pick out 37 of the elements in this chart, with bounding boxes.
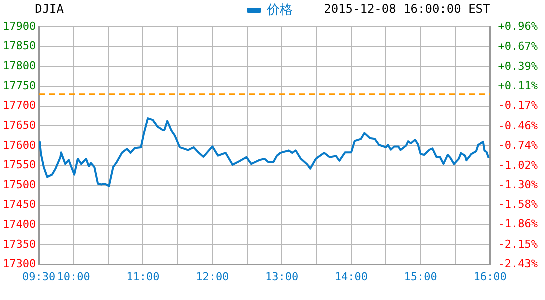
x-tick-label: 12:00 bbox=[196, 270, 230, 284]
y-tick-label: 17400 bbox=[2, 218, 36, 232]
x-tick-label: 10:00 bbox=[57, 270, 90, 284]
y-tick-label: 17350 bbox=[2, 238, 36, 251]
y2-tick-label: -0.46% bbox=[498, 119, 538, 132]
x-tick-label: 11:00 bbox=[126, 270, 160, 284]
y-tick-label: 17700 bbox=[2, 99, 36, 112]
y-tick-label: 17750 bbox=[2, 79, 36, 92]
y-tick-label: 17800 bbox=[2, 59, 36, 72]
y2-tick-label: +0.11% bbox=[498, 79, 538, 92]
y-tick-label: 17300 bbox=[2, 258, 36, 271]
x-tick-label: 09:30 bbox=[22, 270, 56, 284]
chart-subtitle: 2015-12-08 16:00:00 EST bbox=[324, 2, 490, 16]
y2-tick-label: -1.02% bbox=[498, 158, 538, 172]
y2-tick-label: -2.15% bbox=[498, 238, 538, 252]
x-tick-label: 16:00 bbox=[474, 270, 507, 284]
y-tick-label: 17600 bbox=[2, 138, 36, 152]
y-tick-label: 17900 bbox=[2, 20, 36, 33]
y-tick-label: 17500 bbox=[2, 178, 36, 192]
x-tick-label: 14:00 bbox=[334, 270, 368, 284]
chart-title: DJIA bbox=[35, 2, 65, 16]
y2-tick-label: +0.39% bbox=[498, 60, 538, 73]
x-tick-label: 13:00 bbox=[265, 270, 299, 284]
y-tick-label: 17450 bbox=[2, 198, 36, 212]
y-tick-label: 17850 bbox=[2, 40, 36, 53]
x-tick-label: 15:00 bbox=[404, 270, 438, 284]
y2-tick-label: -2.43% bbox=[498, 258, 538, 271]
y-tick-label: 17550 bbox=[2, 158, 36, 172]
legend-label: 价格 bbox=[266, 2, 293, 18]
y-tick-label: 17650 bbox=[2, 118, 36, 132]
y2-tick-label: -0.74% bbox=[498, 139, 538, 152]
y2-tick-label: -1.30% bbox=[498, 178, 538, 192]
y2-tick-label: -1.58% bbox=[498, 198, 538, 212]
y2-tick-label: +0.67% bbox=[498, 40, 538, 54]
y2-tick-label: +0.96% bbox=[498, 20, 538, 33]
y2-tick-label: -1.86% bbox=[498, 218, 538, 231]
y2-tick-label: -0.17% bbox=[498, 99, 538, 112]
